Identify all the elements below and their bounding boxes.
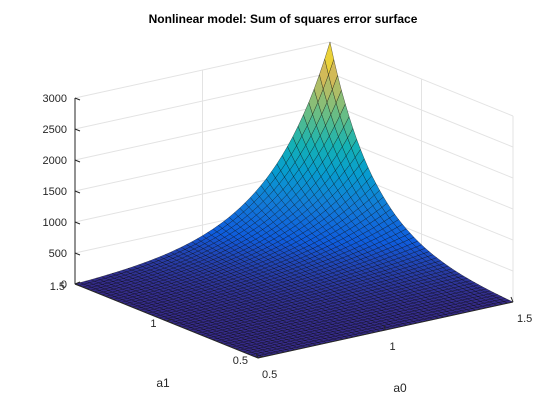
z-tick-label: 1000 <box>43 217 67 229</box>
y-tick <box>257 355 264 359</box>
x-tick <box>383 324 386 331</box>
error-surface <box>74 41 514 359</box>
z-tick <box>74 283 81 287</box>
z-tick-label: 2500 <box>43 124 67 136</box>
y-tick-label: 1.5 <box>50 281 65 293</box>
y-tick-label: 1 <box>150 318 156 330</box>
z-tick <box>74 190 81 194</box>
y-tick <box>166 318 172 322</box>
x-tick-label: 1.5 <box>517 313 532 325</box>
x-tick <box>255 352 259 359</box>
z-tick <box>74 128 81 132</box>
z-tick <box>74 221 81 225</box>
z-tick-label: 1500 <box>43 186 67 198</box>
y-tick-label: 0.5 <box>233 355 248 367</box>
x-axis-label: a0 <box>393 381 407 395</box>
y-axis-label: a1 <box>156 376 170 390</box>
x-tick <box>510 296 514 303</box>
z-tick-label: 500 <box>49 248 67 260</box>
z-tick-label: 3000 <box>43 93 67 105</box>
chart-title: Nonlinear model: Sum of squares error su… <box>149 12 418 26</box>
z-tick-label: 2000 <box>43 155 67 167</box>
surface-patch <box>324 41 334 76</box>
z-tick <box>74 159 81 163</box>
z-tick-label: 0 <box>61 279 67 291</box>
x-tick-label: 1 <box>390 341 396 353</box>
x-tick-label: 0.5 <box>262 369 277 381</box>
axes-front: 0 500 1000 1500 2000 2500 3000 0.5 1 1.5 0.5 1 1.5 <box>43 93 533 381</box>
z-tick <box>74 252 81 256</box>
z-tick <box>74 97 81 101</box>
y-tick <box>74 281 81 285</box>
